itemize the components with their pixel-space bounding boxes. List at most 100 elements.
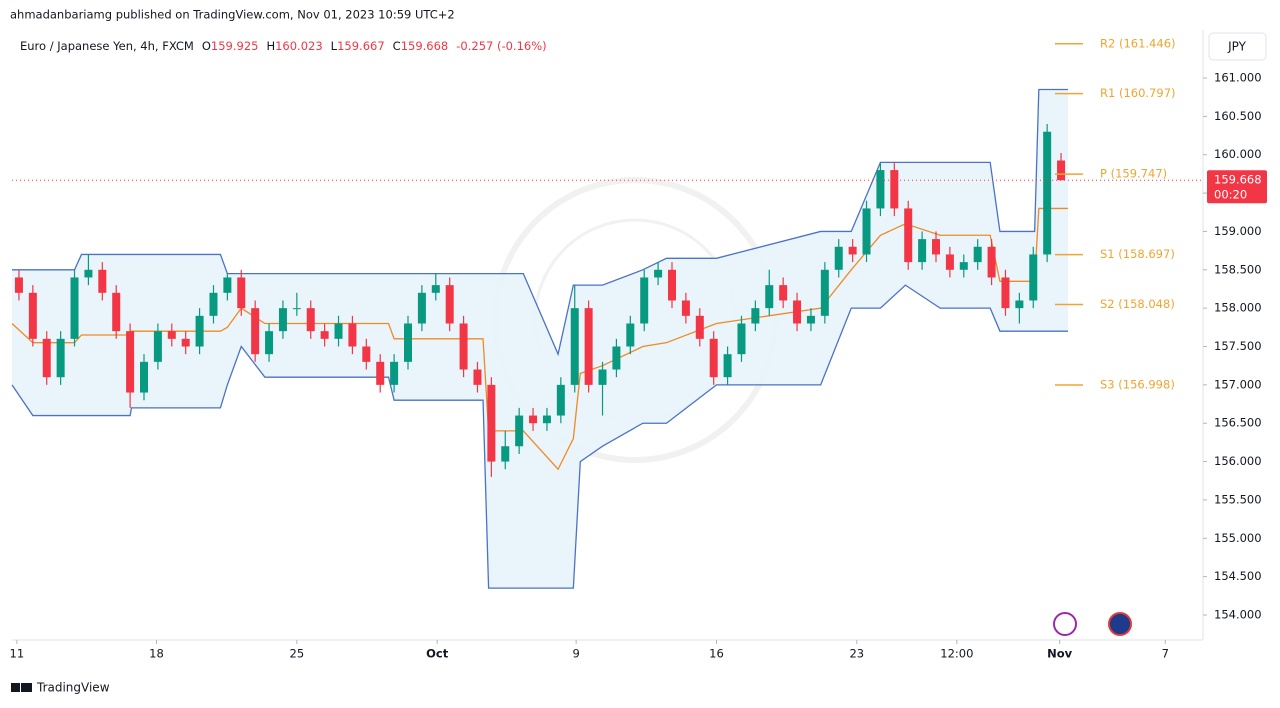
brand-name: TradingView xyxy=(36,681,110,695)
candle-body xyxy=(806,315,815,324)
candle-body xyxy=(904,208,913,263)
pivot-label: R1 (160.797) xyxy=(1100,86,1176,100)
candle-body xyxy=(848,246,857,255)
legend-header: Euro / Japanese Yen, 4h, FXCM O159.925 H16… xyxy=(20,39,547,53)
candle-body xyxy=(793,300,802,324)
x-tick-label: 23 xyxy=(849,647,864,661)
countdown-label: 00:20 xyxy=(1214,188,1247,202)
candle-body xyxy=(654,269,663,278)
candle-body xyxy=(820,269,829,316)
y-tick-label: 158.500 xyxy=(1214,262,1262,276)
candle-body xyxy=(668,269,676,301)
x-tick-label: Oct xyxy=(426,647,449,661)
x-tick-label: 12:00 xyxy=(940,647,973,661)
candle-body xyxy=(320,331,329,339)
pivot-label: S2 (158.048) xyxy=(1100,297,1175,311)
candle-body xyxy=(779,285,788,301)
candle-body xyxy=(556,384,565,416)
candle-body xyxy=(348,323,357,347)
candle-body xyxy=(431,285,440,293)
candle-body xyxy=(306,308,315,332)
candle-body xyxy=(1029,254,1038,301)
candle-body xyxy=(709,338,718,378)
ohlc-value: 160.023 xyxy=(275,39,323,53)
candle-body xyxy=(918,239,927,263)
y-tick-label: 157.500 xyxy=(1214,339,1262,353)
y-tick-label: 155.500 xyxy=(1214,492,1262,506)
y-tick-label: 161.000 xyxy=(1214,71,1262,85)
ohlc-key: L xyxy=(331,39,338,53)
candle-body xyxy=(945,254,954,270)
ohlc-value: 159.667 xyxy=(337,39,385,53)
candle-body xyxy=(417,292,426,324)
y-tick-label: 156.500 xyxy=(1214,416,1262,430)
candle-body xyxy=(70,277,79,339)
candle-body xyxy=(987,246,996,278)
ohlc-key: H xyxy=(266,39,275,53)
last-price-label: 159.668 xyxy=(1214,173,1262,187)
x-tick-label: 16 xyxy=(709,647,724,661)
candle-body xyxy=(112,292,121,332)
channel-upper xyxy=(12,88,1068,357)
candle-body xyxy=(681,300,690,316)
candle-body xyxy=(1057,160,1066,181)
pivot-label: P (159.747) xyxy=(1100,167,1167,181)
candle-body xyxy=(959,262,968,270)
candle-body xyxy=(570,308,579,385)
candle-body xyxy=(265,331,274,355)
candle-body xyxy=(251,308,260,355)
y-tick-label: 154.500 xyxy=(1214,569,1262,583)
candle-body xyxy=(28,292,37,339)
candle-body xyxy=(487,384,496,462)
candle-body xyxy=(84,269,93,278)
candle-body xyxy=(737,323,746,355)
ohlc-value: 159.668 xyxy=(401,39,449,53)
event-icon[interactable] xyxy=(1108,612,1132,636)
alert-icon[interactable] xyxy=(1053,612,1077,636)
candle-body xyxy=(501,446,510,462)
candle-body xyxy=(1043,131,1052,255)
logo-mark xyxy=(11,683,20,692)
y-tick-label: 160.500 xyxy=(1214,109,1262,123)
ohlc-value: 159.925 xyxy=(211,39,259,53)
candle-body xyxy=(334,323,343,339)
y-tick-label: 156.000 xyxy=(1214,454,1262,468)
candle-body xyxy=(1001,277,1010,309)
candle-body xyxy=(862,208,871,255)
candle-body xyxy=(1015,300,1024,309)
candle-body xyxy=(223,277,232,293)
candle-body xyxy=(390,361,399,385)
candle-body xyxy=(598,369,607,385)
candle-body xyxy=(751,308,760,324)
candle-body xyxy=(278,308,287,332)
brand-logo: TradingView xyxy=(11,681,110,695)
change-value: -0.257 (-0.16%) xyxy=(456,39,546,53)
candle-body xyxy=(181,338,190,347)
publish-caption: ahmadanbariamg published on TradingView.… xyxy=(10,8,455,22)
candle-body xyxy=(459,323,468,370)
logo-mark xyxy=(21,683,32,692)
candle-body xyxy=(765,285,774,309)
currency-box[interactable] xyxy=(1208,32,1267,61)
candle-body xyxy=(640,277,649,324)
y-tick-label: 157.000 xyxy=(1214,377,1262,391)
candle-body xyxy=(292,308,301,310)
y-tick-label: 155.000 xyxy=(1214,531,1262,545)
channel-lower xyxy=(11,284,1068,589)
x-tick-label: 25 xyxy=(290,647,305,661)
ohlc-key: O xyxy=(202,39,211,53)
ohlc-key: C xyxy=(393,39,401,53)
candle-body xyxy=(890,170,899,209)
candle-body xyxy=(362,346,371,362)
pivot-label: R2 (161.446) xyxy=(1100,36,1176,50)
x-tick-label: 11 xyxy=(10,647,25,661)
bottom-icons xyxy=(1053,612,1132,636)
candle-body xyxy=(376,361,385,385)
candle-body xyxy=(140,361,148,393)
candle-body xyxy=(612,346,621,370)
candle-body xyxy=(542,415,551,424)
x-tick-label: 9 xyxy=(572,647,579,661)
y-tick-label: 159.000 xyxy=(1214,224,1262,238)
candle-body xyxy=(584,308,593,385)
